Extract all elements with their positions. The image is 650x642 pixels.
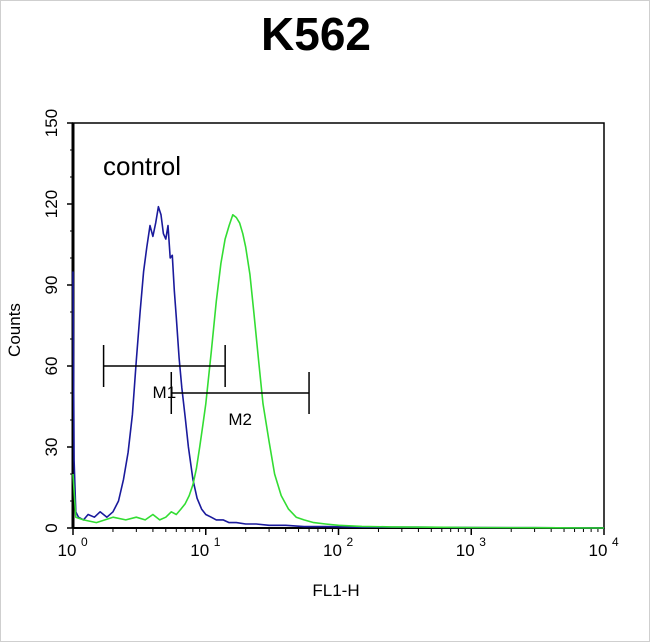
plot-area-frame bbox=[72, 122, 605, 529]
y-axis-label: Counts bbox=[5, 303, 24, 357]
marker-label: M1 bbox=[153, 383, 177, 402]
control-histogram-line bbox=[72, 205, 605, 529]
x-tick-exponent: 2 bbox=[347, 535, 354, 549]
x-tick-label: 10 bbox=[589, 541, 608, 560]
x-tick-exponent: 4 bbox=[612, 535, 619, 549]
x-tick-label: 10 bbox=[456, 541, 475, 560]
chart-title: K562 bbox=[261, 8, 371, 60]
sample-histogram-line bbox=[72, 214, 605, 529]
y-axis-ticks: 0 30 60 90 120 150 bbox=[42, 109, 73, 533]
marker-layer: M1 M2 bbox=[102, 345, 310, 429]
x-tick-exponent: 0 bbox=[81, 535, 88, 549]
y-tick-label: 150 bbox=[42, 109, 61, 137]
control-annotation: control bbox=[103, 151, 181, 181]
x-tick-exponent: 1 bbox=[214, 535, 221, 549]
y-tick-label: 0 bbox=[42, 523, 61, 532]
x-axis-ticks: 10 0 10 1 10 2 10 3 10 4 bbox=[58, 528, 619, 560]
y-tick-label: 60 bbox=[42, 357, 61, 376]
y-tick-label: 30 bbox=[42, 438, 61, 457]
x-tick-label: 10 bbox=[190, 541, 209, 560]
x-tick-exponent: 3 bbox=[479, 535, 486, 549]
marker-label: M2 bbox=[228, 410, 252, 429]
x-tick-label: 10 bbox=[58, 541, 77, 560]
x-tick-label: 10 bbox=[323, 541, 342, 560]
y-tick-label: 120 bbox=[42, 190, 61, 218]
series-layer bbox=[72, 205, 605, 529]
x-axis-label: FL1-H bbox=[312, 581, 359, 600]
y-tick-label: 90 bbox=[42, 276, 61, 295]
